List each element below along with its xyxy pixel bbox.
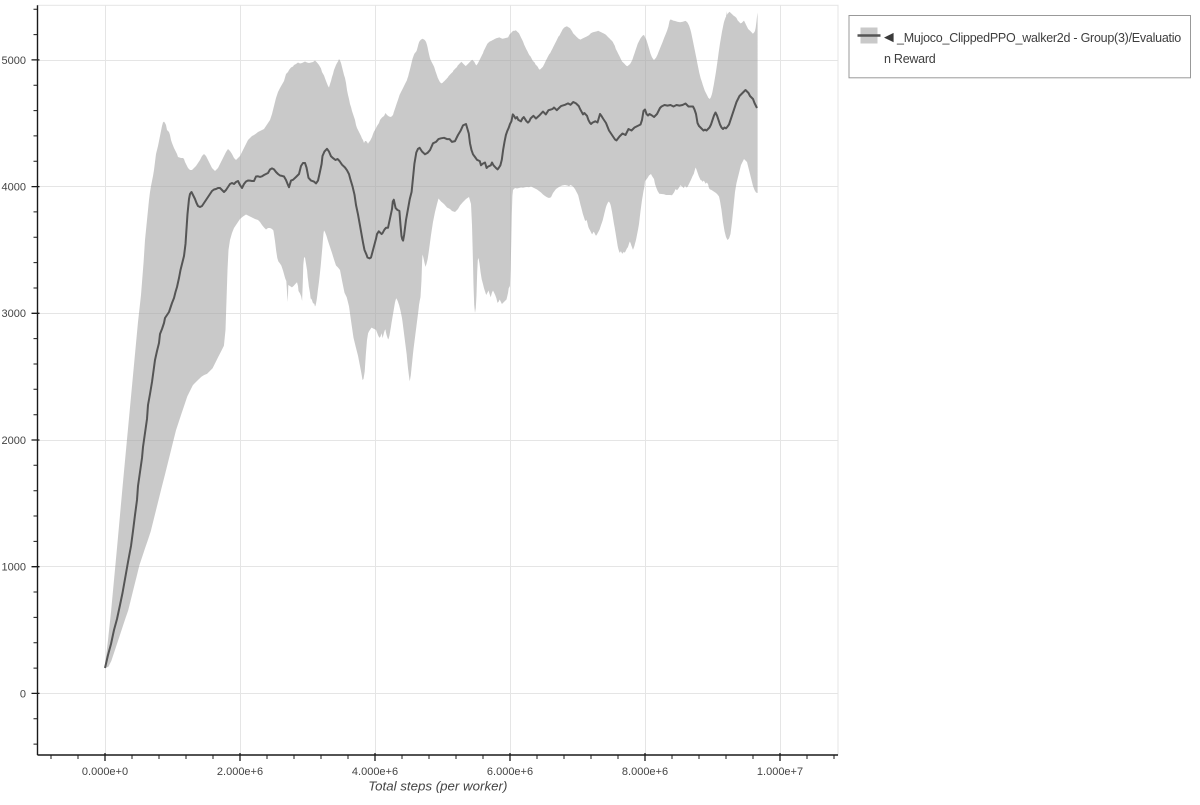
svg-text:1.000e+7: 1.000e+7 — [757, 766, 803, 778]
svg-text:6.000e+6: 6.000e+6 — [487, 766, 533, 778]
svg-text:0: 0 — [20, 688, 26, 700]
svg-text:8.000e+6: 8.000e+6 — [622, 766, 668, 778]
svg-text:1000: 1000 — [2, 562, 26, 574]
svg-text:_Mujoco_ClippedPPO_walker2d -: _Mujoco_ClippedPPO_walker2d - Group(3)/E… — [896, 31, 1181, 45]
svg-text:3000: 3000 — [2, 308, 26, 320]
svg-text:5000: 5000 — [2, 55, 26, 67]
svg-text:4.000e+6: 4.000e+6 — [352, 766, 398, 778]
svg-text:2000: 2000 — [2, 435, 26, 447]
svg-text:4000: 4000 — [2, 182, 26, 194]
svg-text:0.000e+0: 0.000e+0 — [82, 766, 128, 778]
svg-text:2.000e+6: 2.000e+6 — [217, 766, 263, 778]
svg-text:n Reward: n Reward — [884, 52, 936, 66]
svg-text:Total steps (per worker): Total steps (per worker) — [368, 779, 507, 794]
